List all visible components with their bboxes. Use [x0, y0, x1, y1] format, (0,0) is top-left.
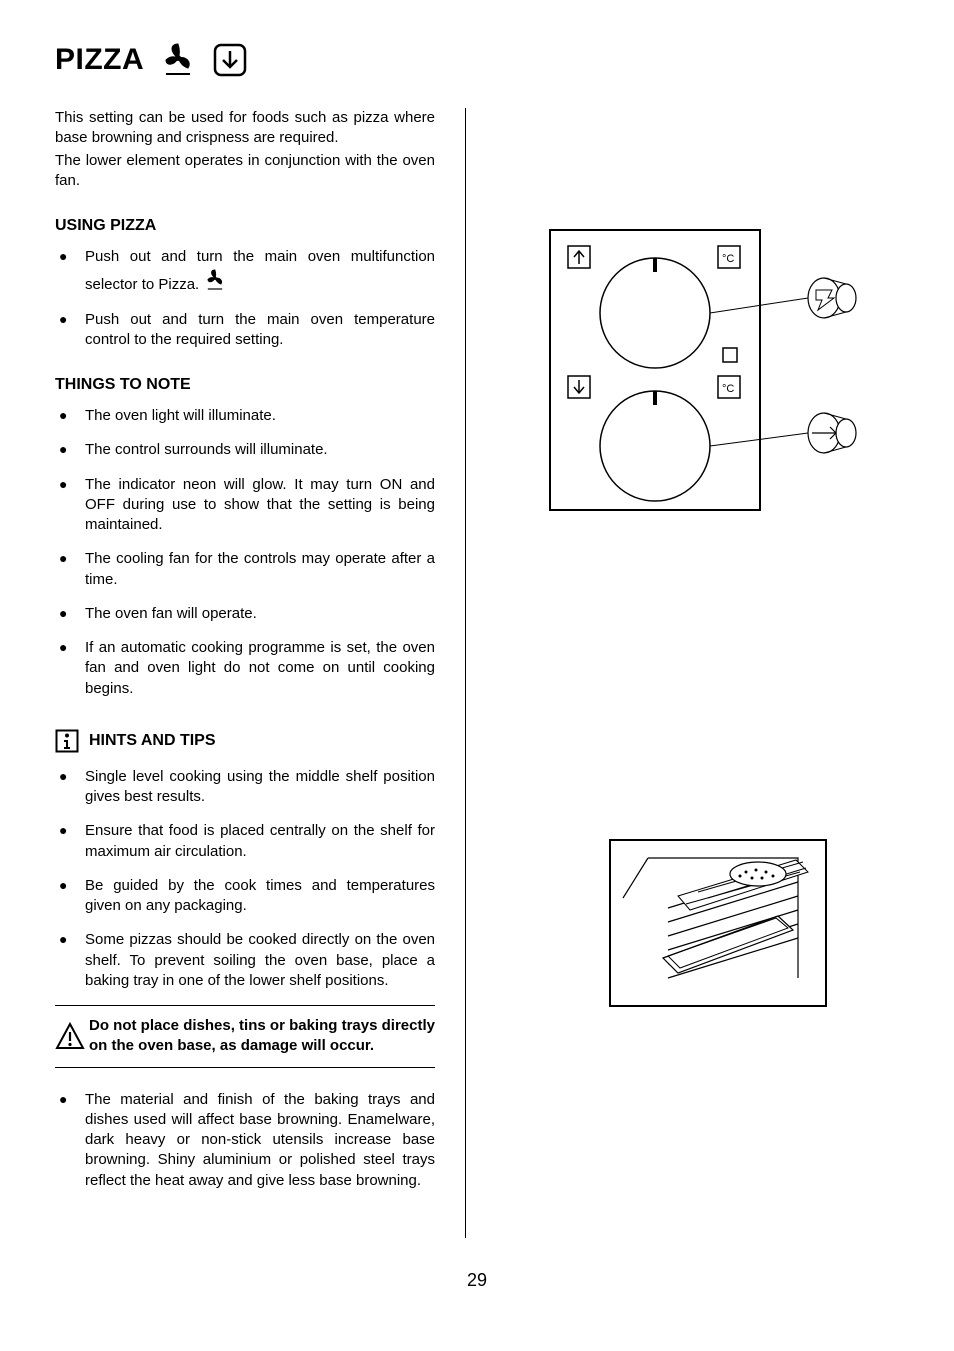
- column-divider: [465, 108, 466, 1238]
- right-column: °C: [496, 108, 899, 1238]
- oven-shelf-diagram: [608, 838, 828, 1008]
- svg-text:°C: °C: [722, 253, 734, 265]
- hints-list-before: Single level cooking using the middle sh…: [55, 767, 435, 991]
- warning-box: Do not place dishes, tins or baking tray…: [55, 1005, 435, 1068]
- list-item-text: Push out and turn the main oven multifun…: [85, 248, 435, 293]
- list-item: Ensure that food is placed centrally on …: [55, 821, 435, 862]
- left-column: This setting can be used for foods such …: [55, 108, 435, 1238]
- content-columns: This setting can be used for foods such …: [55, 108, 899, 1238]
- page-title: PIZZA: [55, 43, 144, 77]
- hints-heading-row: HINTS AND TIPS: [55, 729, 435, 753]
- hints-heading: HINTS AND TIPS: [89, 732, 216, 750]
- intro-line-1: This setting can be used for foods such …: [55, 108, 435, 149]
- list-item: If an automatic cooking programme is set…: [55, 638, 435, 699]
- list-item: The material and finish of the baking tr…: [55, 1090, 435, 1191]
- list-item: The oven light will illuminate.: [55, 406, 435, 426]
- list-item: Be guided by the cook times and temperat…: [55, 876, 435, 917]
- using-pizza-heading: USING PIZZA: [55, 217, 435, 235]
- list-item: Single level cooking using the middle sh…: [55, 767, 435, 808]
- intro-block: This setting can be used for foods such …: [55, 108, 435, 191]
- down-arrow-box-icon: [212, 42, 248, 78]
- manual-page: PIZZA This setting: [0, 0, 954, 1351]
- list-item: Some pizzas should be cooked directly on…: [55, 930, 435, 991]
- svg-text:°C: °C: [722, 383, 734, 395]
- using-pizza-list: Push out and turn the main oven multifun…: [55, 247, 435, 350]
- list-item: Push out and turn the main oven temperat…: [55, 310, 435, 351]
- list-item: The cooling fan for the controls may ope…: [55, 549, 435, 590]
- info-icon: [55, 729, 79, 753]
- page-title-row: PIZZA: [55, 40, 899, 80]
- warning-text: Do not place dishes, tins or baking tray…: [55, 1016, 435, 1057]
- fan-icon: [203, 267, 227, 293]
- intro-line-2: The lower element operates in conjunctio…: [55, 151, 435, 192]
- control-panel-diagram: °C: [548, 228, 888, 518]
- list-item: The oven fan will operate.: [55, 604, 435, 624]
- page-number: 29: [0, 1270, 954, 1291]
- list-item: The control surrounds will illuminate.: [55, 440, 435, 460]
- list-item: Push out and turn the main oven multifun…: [55, 247, 435, 296]
- things-to-note-list: The oven light will illuminate. The cont…: [55, 406, 435, 699]
- things-to-note-heading: THINGS TO NOTE: [55, 376, 435, 394]
- hints-list-after: The material and finish of the baking tr…: [55, 1090, 435, 1191]
- list-item: The indicator neon will glow. It may tur…: [55, 475, 435, 536]
- fan-icon: [158, 40, 198, 80]
- warning-triangle-icon: [55, 1022, 85, 1050]
